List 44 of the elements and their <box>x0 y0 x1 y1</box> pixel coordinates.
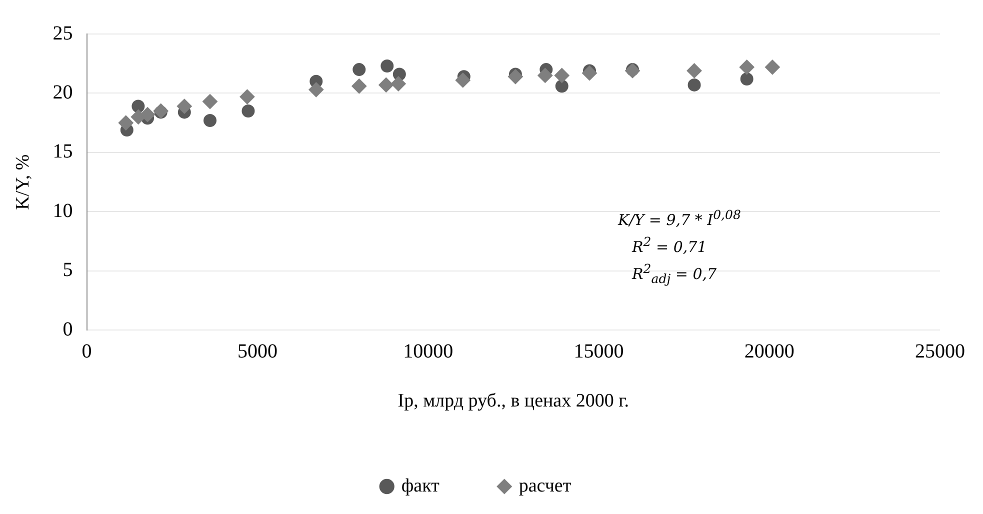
y-tick-label: 15 <box>52 140 73 163</box>
point <box>380 59 394 72</box>
x-axis-title: Ip, млрд руб., в ценах 2000 г. <box>398 390 630 412</box>
point <box>242 104 255 118</box>
point <box>538 68 553 83</box>
point <box>508 69 523 84</box>
point <box>176 98 192 114</box>
point <box>688 78 701 92</box>
legend-label: расчет <box>518 475 572 496</box>
y-tick-label: 5 <box>62 259 73 282</box>
point <box>352 63 366 76</box>
point <box>739 60 754 75</box>
x-tick-label: 15000 <box>574 340 624 362</box>
y-tick-label: 0 <box>62 318 73 340</box>
x-tick-label: 0 <box>82 340 92 362</box>
y-tick-label: 25 <box>52 22 73 44</box>
point <box>390 76 406 92</box>
point <box>555 80 568 93</box>
point <box>308 82 324 98</box>
legend-label: факт <box>401 475 440 496</box>
point <box>204 114 216 127</box>
point <box>764 60 780 75</box>
annotation: R$^{2}$ = 0,71 <box>630 233 708 258</box>
y-tick-label: 20 <box>52 81 73 104</box>
x-tick-label: 20000 <box>744 340 794 362</box>
y-axis-title: K/Y, % <box>12 154 34 210</box>
point <box>202 94 218 110</box>
point <box>352 78 367 94</box>
point <box>240 89 255 104</box>
point <box>378 77 394 92</box>
point <box>132 100 145 113</box>
point <box>686 63 702 78</box>
y-tick-label: 10 <box>52 200 73 222</box>
point <box>554 68 570 83</box>
x-tick-label: 25000 <box>915 340 965 362</box>
x-tick-label: 10000 <box>403 340 454 362</box>
x-tick-label: 5000 <box>237 340 278 362</box>
point <box>455 72 470 88</box>
point <box>582 66 598 81</box>
point <box>118 115 134 130</box>
point <box>740 72 754 86</box>
annotation: R$^{2}$$_{adj}$ = 0,7 <box>630 260 718 288</box>
annotation: K/Y = 9,7 * I$^{0,08}$ <box>618 206 741 231</box>
point <box>140 107 156 122</box>
